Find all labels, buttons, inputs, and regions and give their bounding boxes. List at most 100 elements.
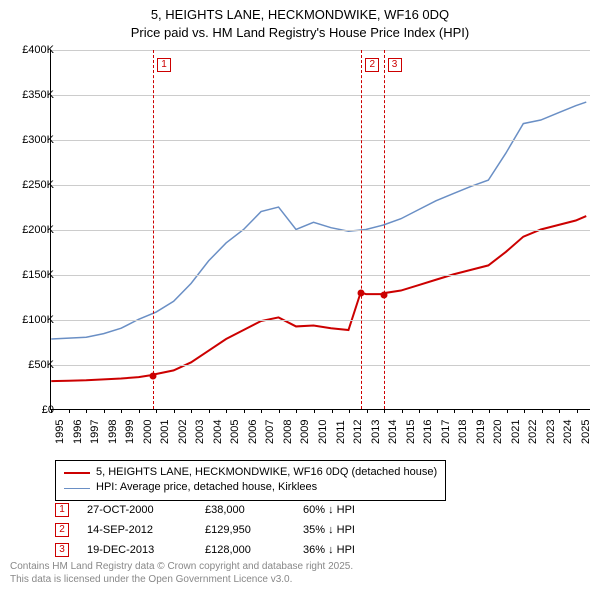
x-tick-label: 2008 — [282, 420, 294, 444]
title-line2: Price paid vs. HM Land Registry's House … — [0, 24, 600, 42]
x-tick-label: 2000 — [142, 420, 154, 444]
x-tick-label: 2024 — [562, 420, 574, 444]
x-tick-label: 2011 — [335, 420, 347, 444]
chart-container: 5, HEIGHTS LANE, HECKMONDWIKE, WF16 0DQ … — [0, 0, 600, 590]
x-tick-label: 2016 — [422, 420, 434, 444]
x-tick-label: 1998 — [107, 420, 119, 444]
x-tick — [314, 409, 315, 413]
x-tick — [507, 409, 508, 413]
sales-date: 27-OCT-2000 — [87, 504, 187, 516]
x-tick — [367, 409, 368, 413]
x-tick — [174, 409, 175, 413]
sales-marker: 2 — [55, 523, 69, 537]
sale-vline — [153, 50, 154, 409]
sales-table: 127-OCT-2000£38,00060% ↓ HPI214-SEP-2012… — [55, 500, 403, 560]
gridline-h — [51, 185, 590, 186]
legend: 5, HEIGHTS LANE, HECKMONDWIKE, WF16 0DQ … — [55, 460, 446, 501]
attribution-line1: Contains HM Land Registry data © Crown c… — [10, 560, 353, 573]
legend-swatch — [64, 488, 90, 489]
legend-label: HPI: Average price, detached house, Kirk… — [96, 480, 317, 495]
x-tick — [209, 409, 210, 413]
x-tick-label: 2014 — [387, 420, 399, 444]
x-tick-label: 2010 — [317, 420, 329, 444]
x-tick-label: 2006 — [247, 420, 259, 444]
x-tick-label: 2002 — [177, 420, 189, 444]
y-tick-label: £150K — [8, 269, 54, 281]
x-tick — [244, 409, 245, 413]
y-tick-label: £350K — [8, 89, 54, 101]
sales-row: 319-DEC-2013£128,00036% ↓ HPI — [55, 540, 403, 560]
sale-marker-box: 2 — [365, 58, 379, 72]
gridline-h — [51, 95, 590, 96]
chart-title: 5, HEIGHTS LANE, HECKMONDWIKE, WF16 0DQ … — [0, 0, 600, 41]
gridline-h — [51, 365, 590, 366]
sales-diff: 60% ↓ HPI — [303, 504, 403, 516]
x-tick — [332, 409, 333, 413]
x-tick — [577, 409, 578, 413]
x-tick — [279, 409, 280, 413]
x-tick — [384, 409, 385, 413]
x-tick-label: 2020 — [492, 420, 504, 444]
x-tick-label: 2021 — [510, 420, 522, 444]
x-tick-label: 1997 — [89, 420, 101, 444]
gridline-h — [51, 230, 590, 231]
x-tick-label: 2017 — [440, 420, 452, 444]
x-tick-label: 2025 — [580, 420, 592, 444]
x-tick-label: 2019 — [475, 420, 487, 444]
x-tick — [226, 409, 227, 413]
x-tick-label: 2003 — [194, 420, 206, 444]
y-tick-label: £200K — [8, 224, 54, 236]
attribution: Contains HM Land Registry data © Crown c… — [10, 560, 353, 586]
x-tick — [121, 409, 122, 413]
x-tick-label: 2001 — [159, 420, 171, 444]
legend-swatch — [64, 472, 90, 474]
y-tick-label: £400K — [8, 44, 54, 56]
x-tick-label: 2018 — [457, 420, 469, 444]
sale-vline — [384, 50, 385, 409]
x-tick-label: 1995 — [54, 420, 66, 444]
x-tick — [489, 409, 490, 413]
x-tick-label: 2009 — [299, 420, 311, 444]
x-tick — [104, 409, 105, 413]
sale-marker-box: 3 — [388, 58, 402, 72]
sale-dot — [380, 291, 387, 298]
x-tick — [296, 409, 297, 413]
sales-price: £129,950 — [205, 524, 285, 536]
gridline-h — [51, 275, 590, 276]
y-tick-label: £0 — [8, 404, 54, 416]
legend-item: 5, HEIGHTS LANE, HECKMONDWIKE, WF16 0DQ … — [64, 465, 437, 480]
sales-marker: 3 — [55, 543, 69, 557]
sales-diff: 35% ↓ HPI — [303, 524, 403, 536]
x-tick — [69, 409, 70, 413]
legend-item: HPI: Average price, detached house, Kirk… — [64, 480, 437, 495]
x-tick — [191, 409, 192, 413]
x-tick-label: 2013 — [370, 420, 382, 444]
legend-label: 5, HEIGHTS LANE, HECKMONDWIKE, WF16 0DQ … — [96, 465, 437, 480]
x-tick — [86, 409, 87, 413]
x-tick — [472, 409, 473, 413]
x-tick-label: 2015 — [405, 420, 417, 444]
sales-row: 214-SEP-2012£129,95035% ↓ HPI — [55, 520, 403, 540]
x-tick-label: 2023 — [545, 420, 557, 444]
x-tick — [139, 409, 140, 413]
x-tick-label: 2012 — [352, 420, 364, 444]
x-tick — [156, 409, 157, 413]
title-line1: 5, HEIGHTS LANE, HECKMONDWIKE, WF16 0DQ — [0, 6, 600, 24]
x-tick — [261, 409, 262, 413]
gridline-h — [51, 140, 590, 141]
x-tick — [524, 409, 525, 413]
x-tick — [454, 409, 455, 413]
sales-diff: 36% ↓ HPI — [303, 544, 403, 556]
x-tick — [419, 409, 420, 413]
sales-price: £128,000 — [205, 544, 285, 556]
y-tick-label: £250K — [8, 179, 54, 191]
x-tick-label: 2005 — [229, 420, 241, 444]
gridline-h — [51, 320, 590, 321]
x-tick — [542, 409, 543, 413]
x-tick — [402, 409, 403, 413]
sale-vline — [361, 50, 362, 409]
y-tick-label: £50K — [8, 359, 54, 371]
x-tick-label: 1996 — [72, 420, 84, 444]
sales-row: 127-OCT-2000£38,00060% ↓ HPI — [55, 500, 403, 520]
x-tick-label: 1999 — [124, 420, 136, 444]
